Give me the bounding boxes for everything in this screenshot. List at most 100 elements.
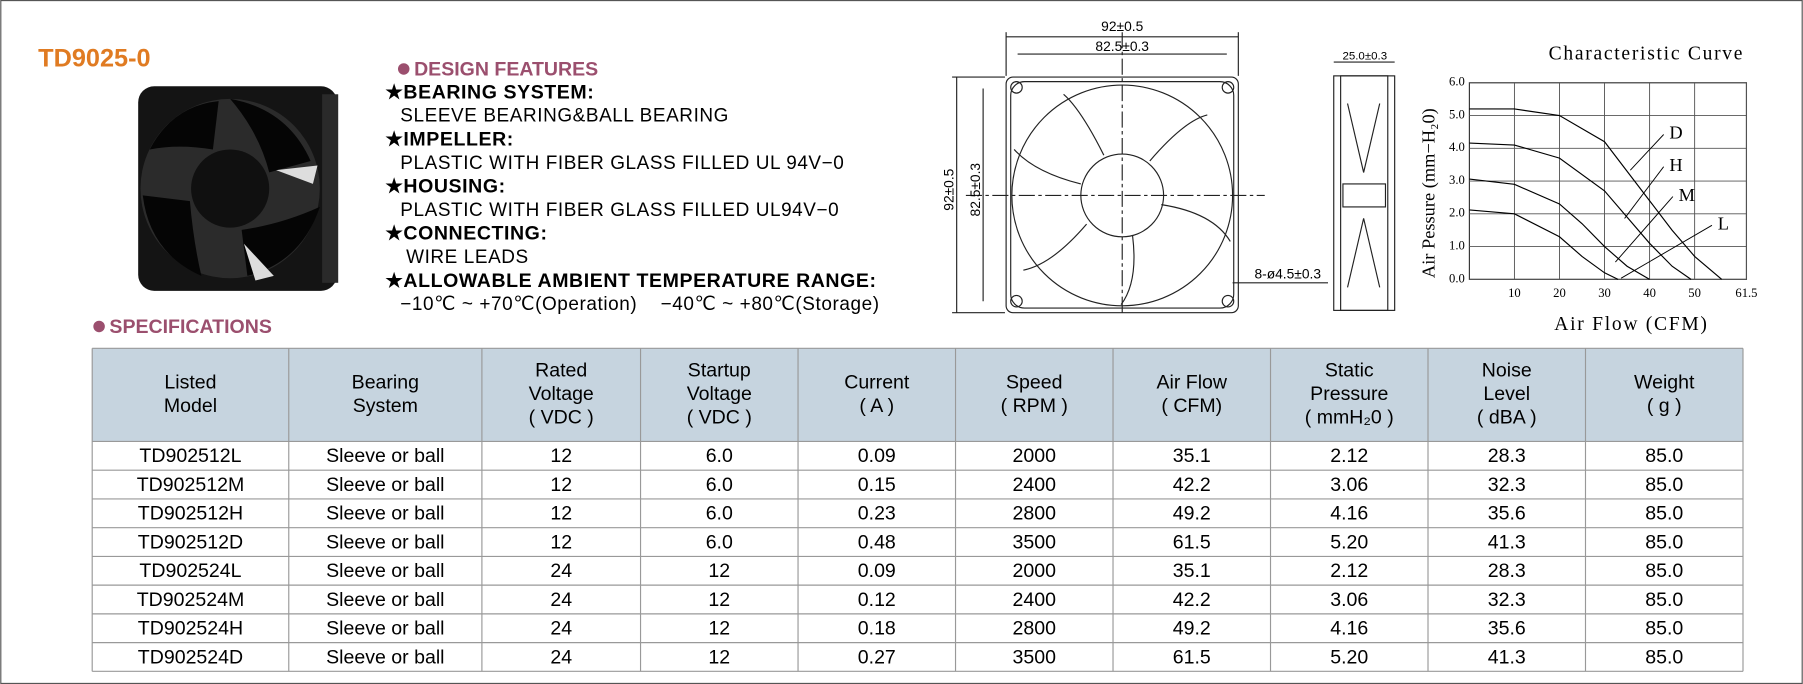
cell: 28.3 bbox=[1488, 445, 1526, 467]
cell: 2000 bbox=[1013, 445, 1057, 467]
cell: Sleeve or ball bbox=[326, 646, 444, 668]
x-tick-label: 20 bbox=[1553, 286, 1566, 300]
header-cell: Air Flow bbox=[1156, 371, 1227, 393]
cell: 0.23 bbox=[858, 503, 896, 525]
curve bbox=[1469, 108, 1723, 280]
dimension: 25.0±0.3 bbox=[1342, 50, 1387, 62]
curve bbox=[1469, 142, 1692, 280]
specs-title: SPECIFICATIONS bbox=[109, 316, 271, 338]
header-cell: ( mmH₂0 ) bbox=[1305, 407, 1394, 429]
cell: 49.2 bbox=[1173, 618, 1211, 640]
cell: 35.1 bbox=[1173, 560, 1211, 582]
cell: 85.0 bbox=[1645, 445, 1683, 467]
cell: Sleeve or ball bbox=[326, 589, 444, 611]
cell: 61.5 bbox=[1173, 646, 1211, 668]
cell: 12 bbox=[708, 560, 730, 582]
cell: 35.1 bbox=[1173, 445, 1211, 467]
cell: TD902524H bbox=[138, 618, 243, 640]
feature-text: PLASTIC WITH FIBER GLASS FILLED UL 94V−0 bbox=[400, 153, 844, 174]
header-cell: System bbox=[353, 395, 418, 417]
cell: 32.3 bbox=[1488, 474, 1526, 496]
cell: 32.3 bbox=[1488, 589, 1526, 611]
cell: 3500 bbox=[1013, 531, 1057, 553]
header-cell: ( g ) bbox=[1647, 395, 1682, 417]
cell: 35.6 bbox=[1488, 618, 1526, 640]
cell: 85.0 bbox=[1645, 503, 1683, 525]
cell: TD902524D bbox=[138, 646, 243, 668]
cell: 85.0 bbox=[1645, 560, 1683, 582]
feature-label: ★IMPELLER: bbox=[385, 128, 514, 150]
features-title: DESIGN FEATURES bbox=[414, 58, 598, 80]
feature-label: ★ALLOWABLE AMBIENT TEMPERATURE RANGE: bbox=[385, 270, 876, 292]
feature-text: SLEEVE BEARING&BALL BEARING bbox=[400, 106, 729, 127]
feature-text: PLASTIC WITH FIBER GLASS FILLED UL94V−0 bbox=[400, 200, 839, 221]
header-cell: Voltage bbox=[529, 383, 594, 405]
leader-line bbox=[1615, 196, 1674, 263]
cell: TD902512H bbox=[138, 503, 243, 525]
curve-label: H bbox=[1669, 155, 1682, 175]
cell: 5.20 bbox=[1330, 531, 1368, 553]
cell: 12 bbox=[550, 531, 572, 553]
cell: 85.0 bbox=[1645, 474, 1683, 496]
dimension: 92±0.5 bbox=[1101, 19, 1143, 34]
cell: 2.12 bbox=[1330, 445, 1368, 467]
cell: 85.0 bbox=[1645, 618, 1683, 640]
bullet bbox=[397, 63, 410, 75]
header-cell: Listed bbox=[164, 371, 216, 393]
cell: 12 bbox=[550, 474, 572, 496]
curve-label: D bbox=[1669, 123, 1682, 143]
cell: 28.3 bbox=[1488, 560, 1526, 582]
cell: 85.0 bbox=[1645, 531, 1683, 553]
header-cell: ( VDC ) bbox=[529, 407, 594, 429]
cell: 24 bbox=[550, 560, 572, 582]
chart-title: Characteristic Curve bbox=[1549, 44, 1745, 65]
cell: 24 bbox=[550, 618, 572, 640]
feature-text: WIRE LEADS bbox=[400, 247, 529, 268]
dimension: 8-ø4.5±0.3 bbox=[1254, 266, 1321, 281]
header-cell: Pressure bbox=[1310, 383, 1388, 405]
leader-line bbox=[1620, 224, 1713, 279]
cell: 3.06 bbox=[1330, 474, 1368, 496]
cell: 2000 bbox=[1013, 560, 1057, 582]
cell: 2400 bbox=[1013, 589, 1057, 611]
dimension: 82.5±0.3 bbox=[968, 163, 983, 217]
cell: Sleeve or ball bbox=[326, 503, 444, 525]
model-title: TD9025-0 bbox=[38, 44, 150, 72]
cell: 61.5 bbox=[1173, 531, 1211, 553]
cell: 0.12 bbox=[858, 589, 896, 611]
cell: 42.2 bbox=[1173, 589, 1211, 611]
header-cell: ( CFM) bbox=[1161, 395, 1222, 417]
header-cell: Bearing bbox=[352, 371, 419, 393]
header-cell: Static bbox=[1325, 359, 1374, 381]
header-cell: Level bbox=[1483, 383, 1530, 405]
fan-photo bbox=[138, 86, 339, 291]
y-tick-label: 6.0 bbox=[1449, 75, 1465, 89]
dimension: 92±0.5 bbox=[941, 168, 956, 210]
fan-drawing bbox=[952, 32, 1396, 317]
header-cell: Noise bbox=[1482, 359, 1532, 381]
y-tick-label: 3.0 bbox=[1449, 173, 1465, 187]
cell: TD902512D bbox=[138, 531, 243, 553]
y-axis-label: Air Pessure (mm−H₂0) bbox=[1419, 108, 1440, 278]
cell: 41.3 bbox=[1488, 531, 1526, 553]
header-cell: Current bbox=[844, 371, 910, 393]
curve bbox=[1469, 209, 1619, 280]
cell: 0.15 bbox=[858, 474, 896, 496]
feature-label: ★BEARING SYSTEM: bbox=[385, 81, 594, 103]
cell: Sleeve or ball bbox=[326, 474, 444, 496]
cell: TD902512M bbox=[137, 474, 244, 496]
cell: 6.0 bbox=[706, 445, 733, 467]
header-cell: ( RPM ) bbox=[1001, 395, 1068, 417]
curve-label: M bbox=[1679, 185, 1695, 205]
cell: 85.0 bbox=[1645, 589, 1683, 611]
cell: 3.06 bbox=[1330, 589, 1368, 611]
cell: 3500 bbox=[1013, 646, 1057, 668]
header-cell: Model bbox=[164, 395, 217, 417]
y-tick-label: 1.0 bbox=[1449, 238, 1465, 252]
cell: 24 bbox=[550, 589, 572, 611]
cell: 0.48 bbox=[858, 531, 896, 553]
cell: 2800 bbox=[1013, 618, 1057, 640]
cell: 12 bbox=[550, 503, 572, 525]
cell: TD902524M bbox=[137, 589, 244, 611]
curve-label: L bbox=[1718, 214, 1729, 234]
